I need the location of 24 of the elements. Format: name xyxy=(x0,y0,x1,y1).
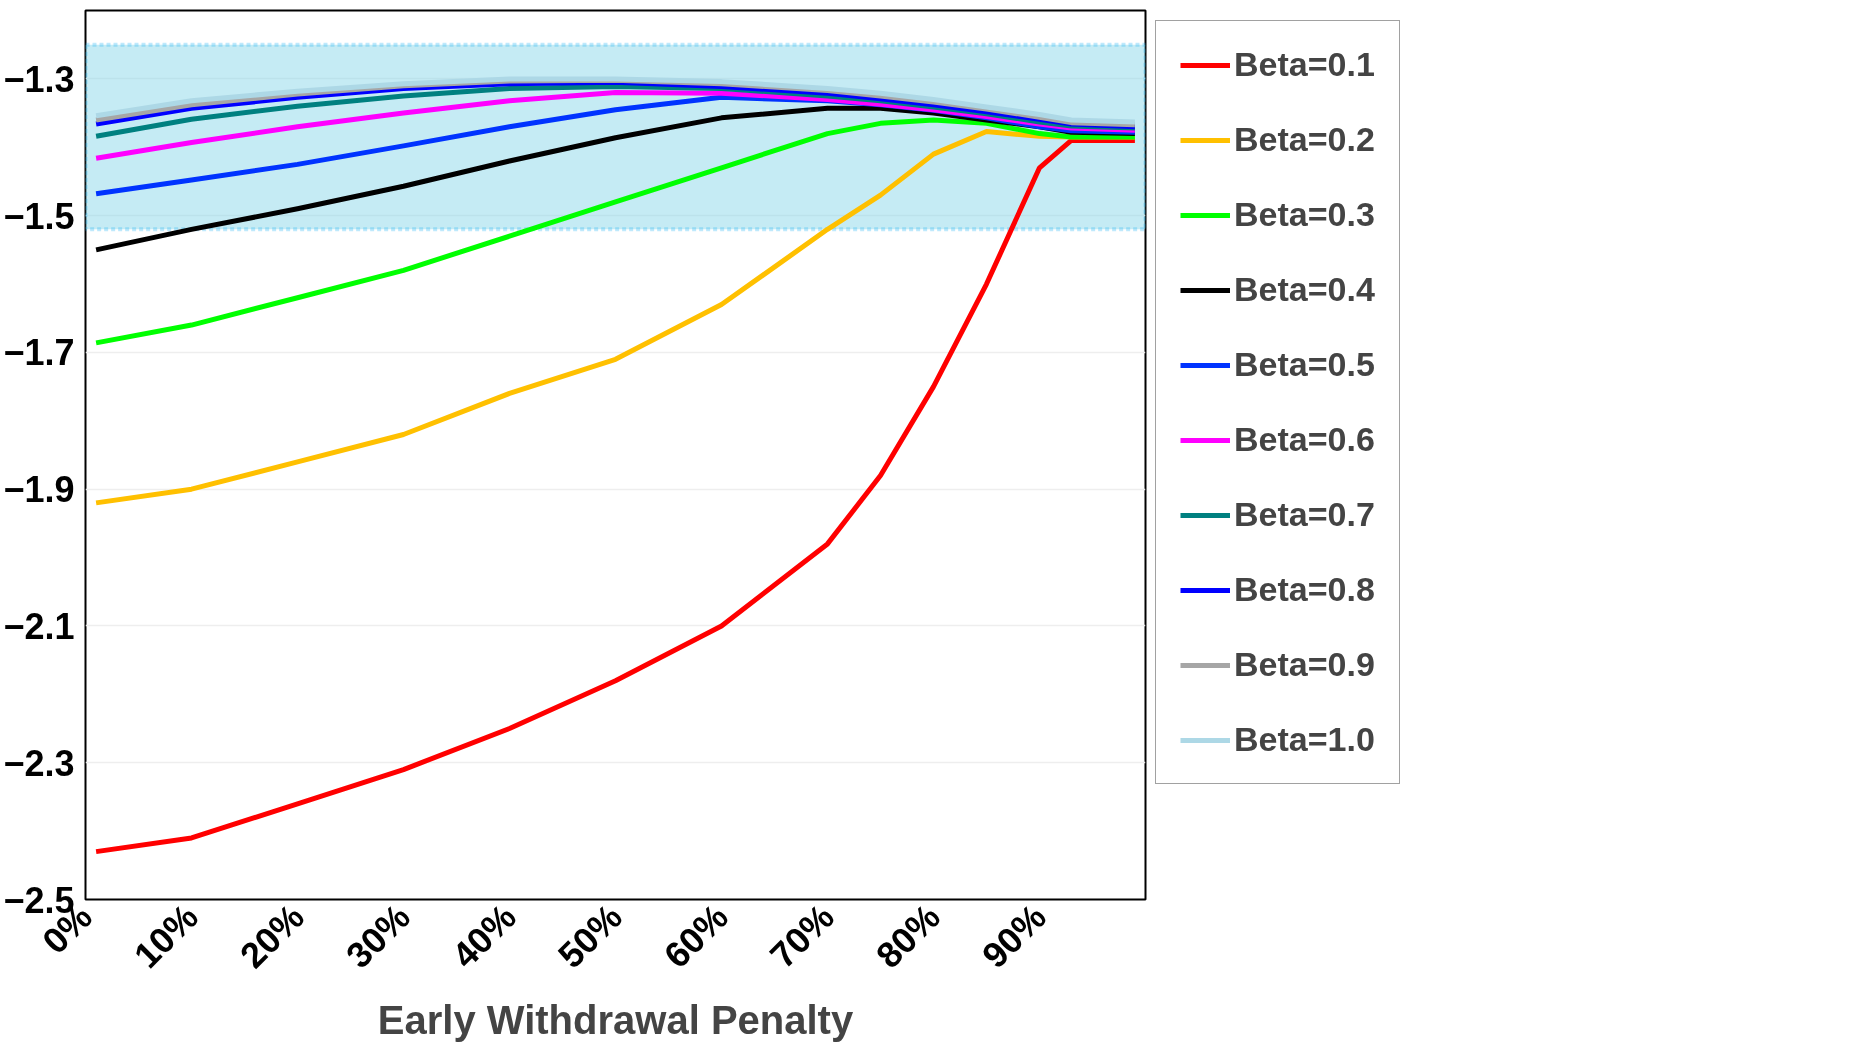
y-tick-label: −1.3 xyxy=(3,58,75,100)
legend-label: Beta=0.6 xyxy=(1234,420,1375,459)
x-tick-label: 50% xyxy=(550,895,630,976)
y-tick-label: −1.9 xyxy=(3,469,75,511)
legend-label: Beta=0.8 xyxy=(1234,570,1375,609)
legend-label: Beta=0.4 xyxy=(1234,270,1375,309)
y-tick-label: −2.1 xyxy=(3,605,75,647)
y-tick-label: −1.5 xyxy=(3,195,75,237)
x-tick-label: 30% xyxy=(338,895,418,976)
y-tick-label: −1.7 xyxy=(3,332,75,374)
legend-label: Beta=1.0 xyxy=(1234,720,1375,759)
legend-label: Beta=0.3 xyxy=(1234,195,1375,234)
legend-label: Beta=0.5 xyxy=(1234,345,1375,384)
x-tick-label: 70% xyxy=(762,895,842,976)
legend-label: Beta=0.2 xyxy=(1234,120,1375,159)
x-tick-label: 80% xyxy=(868,895,948,976)
x-tick-label: 90% xyxy=(974,895,1054,976)
x-tick-label: 40% xyxy=(444,895,524,976)
legend-label: Beta=0.7 xyxy=(1234,495,1375,534)
x-axis-title: Early Withdrawal Penalty xyxy=(377,998,854,1043)
legend-label: Beta=0.1 xyxy=(1234,45,1375,84)
y-tick-label: −2.3 xyxy=(3,742,75,784)
x-tick-label: 60% xyxy=(656,895,736,976)
legend-label: Beta=0.9 xyxy=(1234,645,1375,684)
